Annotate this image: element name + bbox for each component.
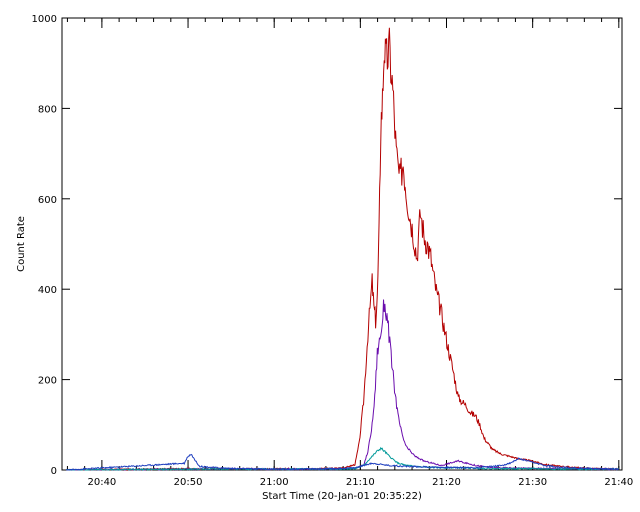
x-tick-label: 21:20 — [432, 477, 461, 488]
y-tick-label: 800 — [38, 104, 57, 115]
x-tick-label: 21:10 — [346, 477, 375, 488]
y-tick-label: 200 — [38, 376, 57, 387]
y-axis-ticks: 0 200 400 600 800 1000 — [32, 14, 622, 477]
x-tick-label: 20:50 — [174, 477, 203, 488]
y-tick-label: 0 — [51, 466, 57, 477]
x-tick-label: 21:00 — [260, 477, 289, 488]
x-axis-ticks: 20:40 20:50 21:00 21:10 21:20 21:30 21:40 — [66, 18, 633, 488]
y-tick-label: 1000 — [32, 14, 57, 25]
y-tick-label: 400 — [38, 285, 57, 296]
series-line — [66, 27, 619, 472]
series-line — [65, 453, 619, 471]
x-tick-label: 21:30 — [518, 477, 547, 488]
y-axis-title: Count Rate — [16, 216, 27, 272]
x-axis-title: Start Time (20-Jan-01 20:35:22) — [262, 491, 422, 502]
x-tick-label: 21:40 — [604, 477, 633, 488]
series-line — [65, 299, 619, 471]
y-tick-label: 600 — [38, 195, 57, 206]
series-line — [66, 446, 620, 471]
plot-frame — [61, 17, 623, 471]
x-tick-label: 20:40 — [87, 477, 116, 488]
series-layer — [65, 27, 620, 472]
